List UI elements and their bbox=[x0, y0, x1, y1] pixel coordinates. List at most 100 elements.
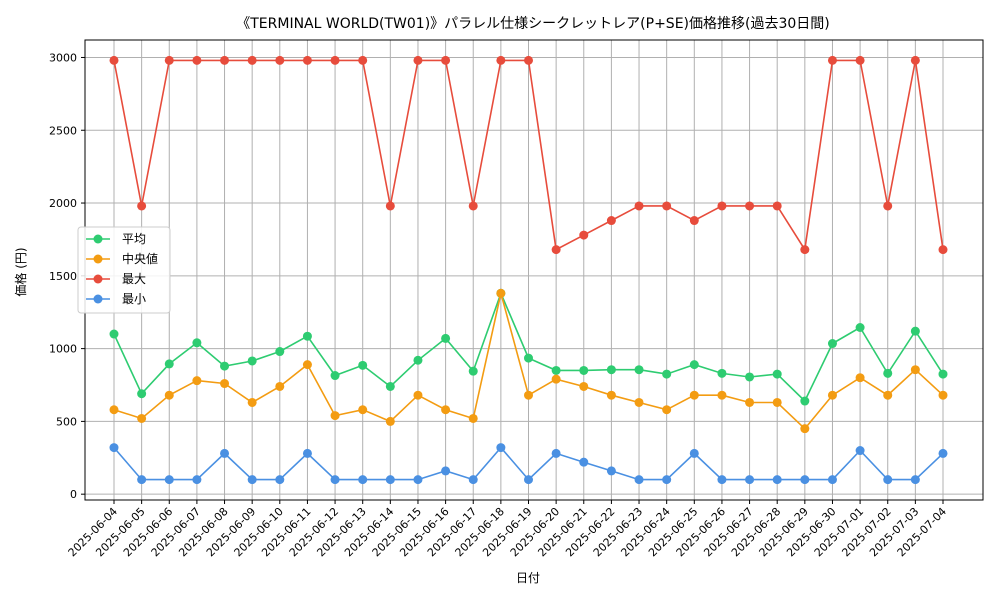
grid bbox=[85, 40, 983, 500]
data-point bbox=[772, 369, 782, 379]
data-point bbox=[772, 475, 782, 485]
data-point bbox=[385, 201, 395, 211]
data-point bbox=[606, 216, 616, 226]
y-tick-label: 3000 bbox=[49, 51, 77, 64]
data-point bbox=[496, 55, 506, 65]
data-point bbox=[606, 390, 616, 400]
series-最大 bbox=[109, 55, 948, 255]
data-point bbox=[164, 475, 174, 485]
data-point bbox=[275, 347, 285, 357]
data-point bbox=[468, 475, 478, 485]
legend-item: 平均 bbox=[86, 232, 146, 246]
data-point bbox=[247, 55, 257, 65]
legend-marker bbox=[93, 274, 103, 284]
data-point bbox=[385, 381, 395, 391]
data-point bbox=[496, 288, 506, 298]
data-point bbox=[109, 55, 119, 65]
data-point bbox=[413, 355, 423, 365]
series-平均 bbox=[109, 288, 948, 406]
data-point bbox=[551, 448, 561, 458]
data-point bbox=[579, 457, 589, 467]
data-point bbox=[662, 475, 672, 485]
legend-label: 最小 bbox=[122, 292, 146, 306]
legend-item: 最大 bbox=[86, 272, 146, 286]
data-point bbox=[137, 201, 147, 211]
data-point bbox=[689, 216, 699, 226]
data-point bbox=[800, 475, 810, 485]
data-point bbox=[358, 360, 368, 370]
data-point bbox=[745, 201, 755, 211]
data-point bbox=[192, 475, 202, 485]
data-point bbox=[883, 201, 893, 211]
data-point bbox=[164, 390, 174, 400]
data-point bbox=[358, 475, 368, 485]
data-point bbox=[579, 381, 589, 391]
data-point bbox=[579, 365, 589, 375]
data-point bbox=[855, 446, 865, 456]
legend-item: 最小 bbox=[86, 292, 146, 306]
data-point bbox=[164, 359, 174, 369]
data-point bbox=[220, 379, 230, 389]
y-axis-label: 価格 (円) bbox=[13, 247, 28, 296]
data-point bbox=[275, 381, 285, 391]
data-point bbox=[302, 448, 312, 458]
legend-item: 中央値 bbox=[86, 251, 158, 266]
data-point bbox=[551, 245, 561, 255]
plot-frame bbox=[84, 39, 984, 501]
data-point bbox=[800, 424, 810, 434]
data-point bbox=[662, 201, 672, 211]
series-layer bbox=[109, 55, 948, 485]
data-point bbox=[247, 475, 257, 485]
legend-marker bbox=[93, 234, 103, 244]
data-point bbox=[689, 390, 699, 400]
data-point bbox=[192, 338, 202, 348]
data-point bbox=[634, 365, 644, 375]
data-point bbox=[745, 475, 755, 485]
data-point bbox=[330, 371, 340, 381]
data-point bbox=[468, 413, 478, 423]
data-point bbox=[634, 475, 644, 485]
data-point bbox=[385, 416, 395, 426]
y-tick-label: 2500 bbox=[49, 124, 77, 137]
data-point bbox=[192, 55, 202, 65]
data-point bbox=[441, 466, 451, 476]
data-point bbox=[220, 448, 230, 458]
data-point bbox=[551, 365, 561, 375]
data-point bbox=[717, 201, 727, 211]
data-point bbox=[441, 55, 451, 65]
data-point bbox=[302, 331, 312, 341]
data-point bbox=[109, 405, 119, 415]
data-point bbox=[717, 390, 727, 400]
data-point bbox=[910, 55, 920, 65]
data-point bbox=[827, 390, 837, 400]
data-point bbox=[938, 245, 948, 255]
data-point bbox=[855, 323, 865, 332]
data-point bbox=[164, 55, 174, 65]
legend-marker bbox=[93, 294, 103, 304]
data-point bbox=[910, 326, 920, 336]
data-point bbox=[358, 405, 368, 415]
y-axis: 0 500 1000 1500 2000 2500 3000 bbox=[49, 51, 85, 501]
data-point bbox=[800, 245, 810, 255]
data-point bbox=[662, 405, 672, 415]
data-point bbox=[579, 230, 589, 240]
legend-marker bbox=[93, 254, 103, 264]
data-point bbox=[855, 373, 865, 383]
data-point bbox=[330, 475, 340, 485]
data-point bbox=[524, 55, 533, 65]
data-point bbox=[772, 397, 782, 407]
y-tick-label: 2000 bbox=[49, 197, 77, 210]
data-point bbox=[910, 475, 920, 485]
data-point bbox=[247, 397, 257, 407]
data-point bbox=[220, 361, 230, 371]
data-point bbox=[551, 374, 561, 384]
data-point bbox=[745, 397, 755, 407]
data-point bbox=[524, 353, 533, 363]
legend-label: 平均 bbox=[122, 232, 146, 246]
data-point bbox=[441, 333, 451, 343]
data-point bbox=[938, 448, 948, 458]
data-point bbox=[109, 443, 119, 453]
data-point bbox=[330, 411, 340, 421]
